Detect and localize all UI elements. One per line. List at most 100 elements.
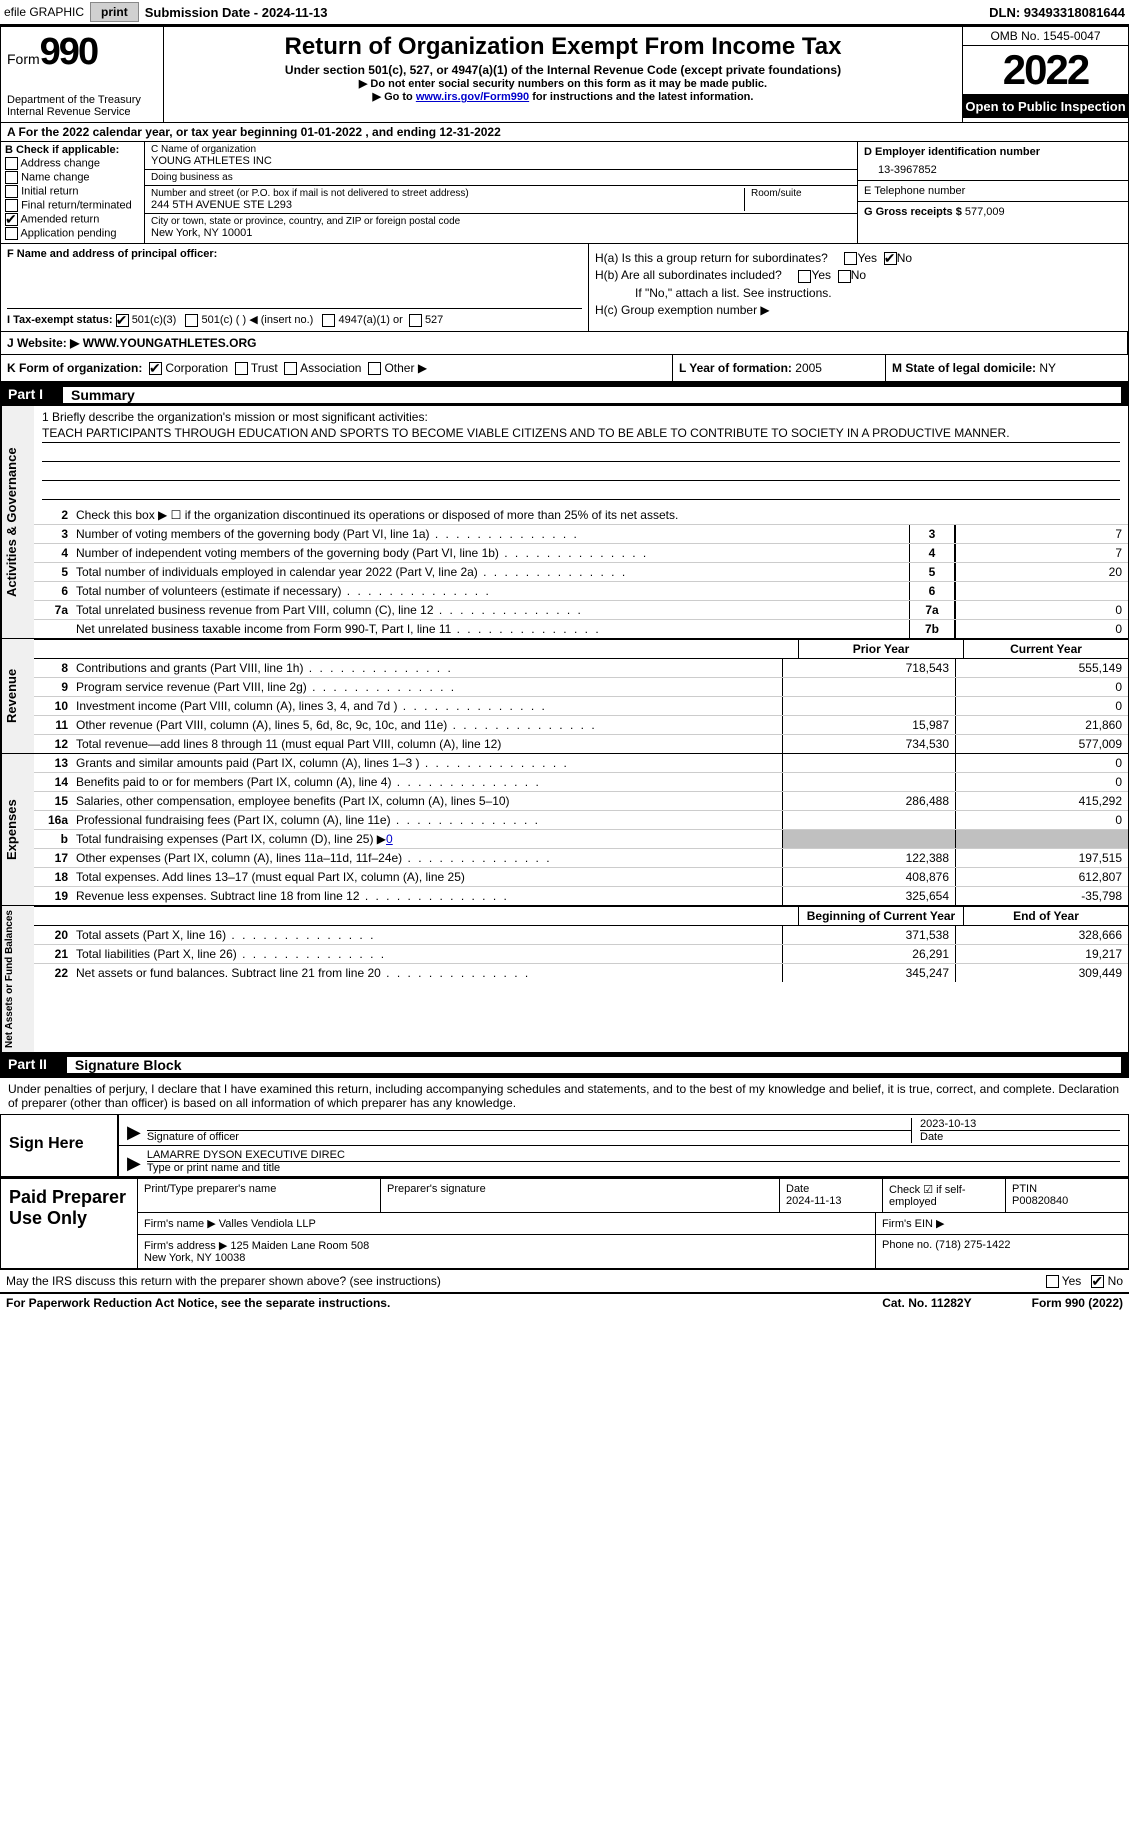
form-note2: ▶ Go to www.irs.gov/Form990 for instruct… xyxy=(170,90,956,103)
arrow-icon: ▶ xyxy=(127,1122,141,1143)
line4-val: 7 xyxy=(955,544,1128,562)
line13-p xyxy=(782,754,955,772)
line11-desc: Other revenue (Part VIII, column (A), li… xyxy=(72,716,782,734)
street-address: 244 5TH AVENUE STE L293 xyxy=(151,199,744,211)
mission-q: 1 Briefly describe the organization's mi… xyxy=(42,410,1120,424)
cb-hb-yes[interactable] xyxy=(798,270,811,283)
cb-501c[interactable] xyxy=(185,314,198,327)
part1-num: Part I xyxy=(8,386,43,404)
hdr-current: Current Year xyxy=(963,640,1128,658)
website-value: WWW.YOUNGATHLETES.ORG xyxy=(83,336,257,350)
irs-link[interactable]: www.irs.gov/Form990 xyxy=(416,91,529,103)
form-header: Form990 Department of the Treasury Inter… xyxy=(0,25,1129,123)
form-number: 990 xyxy=(40,31,97,73)
prep-date-label: Date xyxy=(786,1183,809,1195)
header-left: Form990 Department of the Treasury Inter… xyxy=(1,27,164,122)
tax-exempt-label: I Tax-exempt status: xyxy=(7,314,113,326)
part2-title: Signature Block xyxy=(67,1057,1121,1073)
line18-p: 408,876 xyxy=(782,868,955,886)
cb-4947[interactable] xyxy=(322,314,335,327)
dba-label: Doing business as xyxy=(151,172,851,183)
line22-desc: Net assets or fund balances. Subtract li… xyxy=(72,964,782,982)
part2-num: Part II xyxy=(8,1056,47,1074)
efile-label: efile GRAPHIC xyxy=(4,5,84,19)
gross-label: G Gross receipts $ xyxy=(864,206,962,218)
col-d: D Employer identification number 13-3967… xyxy=(858,142,1128,243)
arrow-icon: ▶ xyxy=(127,1153,141,1174)
mission-block: 1 Briefly describe the organization's mi… xyxy=(34,406,1128,506)
line20-p: 371,538 xyxy=(782,926,955,944)
line16b-link[interactable]: 0 xyxy=(386,832,393,846)
sig-date-label: Date xyxy=(920,1130,1120,1143)
line9-desc: Program service revenue (Part VIII, line… xyxy=(72,678,782,696)
col-b-title: B Check if applicable: xyxy=(5,144,140,156)
preparer-title: Paid Preparer Use Only xyxy=(1,1179,137,1268)
cb-initial-return[interactable]: Initial return xyxy=(5,185,140,198)
print-button[interactable]: print xyxy=(90,2,139,22)
line19-desc: Revenue less expenses. Subtract line 18 … xyxy=(72,887,782,905)
netassets-section: Net Assets or Fund Balances Beginning of… xyxy=(0,906,1129,1054)
line5-desc: Total number of individuals employed in … xyxy=(72,563,909,581)
cb-irs-yes[interactable] xyxy=(1046,1275,1059,1288)
cb-assoc[interactable] xyxy=(284,362,297,375)
cb-amended-return[interactable]: Amended return xyxy=(5,213,140,226)
officer-value xyxy=(7,260,582,300)
section-bcd: B Check if applicable: Address change Na… xyxy=(0,142,1129,244)
line16b-p xyxy=(782,830,955,848)
l-label: L Year of formation: xyxy=(679,361,792,375)
dln: DLN: 93493318081644 xyxy=(989,5,1125,20)
irs-discuss-q: May the IRS discuss this return with the… xyxy=(6,1274,1046,1288)
sig-officer-label: Signature of officer xyxy=(147,1130,911,1143)
k-label: K Form of organization: xyxy=(7,361,142,375)
line4-desc: Number of independent voting members of … xyxy=(72,544,909,562)
cb-trust[interactable] xyxy=(235,362,248,375)
cb-application-pending[interactable]: Application pending xyxy=(5,227,140,240)
line20-c: 328,666 xyxy=(955,926,1128,944)
gross-value: 577,009 xyxy=(965,206,1005,218)
mission-text: TEACH PARTICIPANTS THROUGH EDUCATION AND… xyxy=(42,426,1120,443)
cb-hb-no[interactable] xyxy=(838,270,851,283)
cb-irs-no[interactable] xyxy=(1091,1275,1104,1288)
line7b-desc: Net unrelated business taxable income fr… xyxy=(72,620,909,638)
line14-desc: Benefits paid to or for members (Part IX… xyxy=(72,773,782,791)
cb-address-change[interactable]: Address change xyxy=(5,157,140,170)
line12-p: 734,530 xyxy=(782,735,955,753)
firm-ein-label: Firm's EIN ▶ xyxy=(882,1218,945,1230)
line16a-c: 0 xyxy=(955,811,1128,829)
org-name: YOUNG ATHLETES INC xyxy=(151,155,851,167)
cb-527[interactable] xyxy=(409,314,422,327)
paperwork-notice: For Paperwork Reduction Act Notice, see … xyxy=(6,1296,882,1310)
m-value: NY xyxy=(1039,361,1056,375)
header-right: OMB No. 1545-0047 2022 Open to Public In… xyxy=(962,27,1128,122)
prep-print-label: Print/Type preparer's name xyxy=(144,1183,374,1195)
cb-final-return[interactable]: Final return/terminated xyxy=(5,199,140,212)
line6-val xyxy=(955,582,1128,600)
ptin-label: PTIN xyxy=(1012,1183,1037,1195)
cb-corp[interactable] xyxy=(149,362,162,375)
line15-p: 286,488 xyxy=(782,792,955,810)
hb-note: If "No," attach a list. See instructions… xyxy=(595,286,1122,300)
vtab-expenses: Expenses xyxy=(1,754,34,905)
cb-ha-yes[interactable] xyxy=(844,252,857,265)
line8-desc: Contributions and grants (Part VIII, lin… xyxy=(72,659,782,677)
line8-p: 718,543 xyxy=(782,659,955,677)
tel-label: E Telephone number xyxy=(864,185,1122,197)
col-f: F Name and address of principal officer:… xyxy=(1,244,589,331)
officer-name-value: LAMARRE DYSON EXECUTIVE DIREC xyxy=(147,1149,1120,1161)
cb-501c3[interactable] xyxy=(116,314,129,327)
activities-section: Activities & Governance 1 Briefly descri… xyxy=(0,406,1129,639)
part2-header: Part II Signature Block xyxy=(0,1054,1129,1076)
part1-header: Part I Summary xyxy=(0,384,1129,406)
ptin-value: P00820840 xyxy=(1012,1195,1068,1207)
line16a-p xyxy=(782,811,955,829)
line14-p xyxy=(782,773,955,791)
line22-c: 309,449 xyxy=(955,964,1128,982)
cb-other[interactable] xyxy=(368,362,381,375)
irs-discuss-row: May the IRS discuss this return with the… xyxy=(0,1269,1129,1292)
line3-val: 7 xyxy=(955,525,1128,543)
cb-name-change[interactable]: Name change xyxy=(5,171,140,184)
line12-desc: Total revenue—add lines 8 through 11 (mu… xyxy=(72,735,782,753)
line9-c: 0 xyxy=(955,678,1128,696)
cb-ha-no[interactable] xyxy=(884,252,897,265)
col-h: H(a) Is this a group return for subordin… xyxy=(589,244,1128,331)
